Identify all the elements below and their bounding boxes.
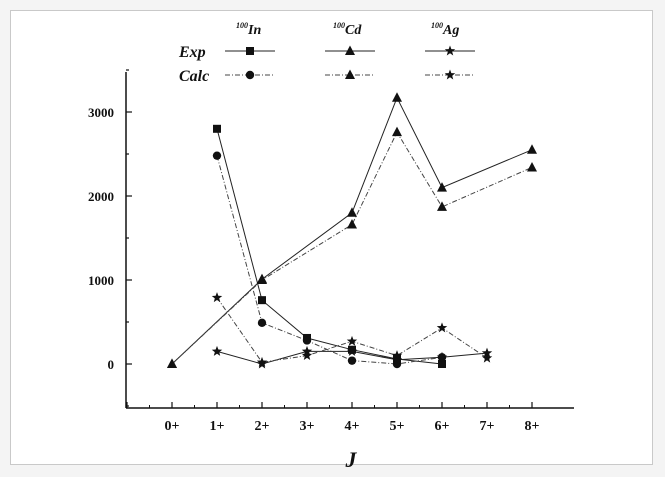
data-point	[347, 219, 357, 229]
data-point	[347, 356, 357, 365]
legend-marker	[345, 69, 355, 79]
data-point	[481, 347, 493, 358]
x-tick-label: 7+	[480, 419, 495, 434]
data-point	[481, 352, 493, 363]
y-ticks: 0 1000 2000 3000	[88, 69, 132, 407]
x-tick-label: 8+	[525, 419, 540, 434]
data-point	[347, 207, 357, 217]
data-point	[301, 350, 313, 361]
data-point	[436, 322, 448, 333]
data-point	[392, 126, 402, 137]
legend-column-header: 100In	[236, 21, 261, 38]
data-point	[436, 351, 448, 362]
x-tick-label: 4+	[345, 419, 360, 434]
x-tick-label: 1+	[210, 419, 225, 434]
x-tick-label: 6+	[435, 419, 450, 434]
series-markers	[167, 92, 537, 369]
y-tick-label: 2000	[88, 189, 114, 204]
series-lines	[171, 96, 533, 365]
axes	[125, 72, 574, 409]
data-point	[391, 354, 403, 365]
legend-marker	[444, 69, 456, 80]
data-point	[346, 345, 358, 356]
data-point	[527, 144, 537, 154]
legend: 100In 100Cd 100Ag Exp Calc	[178, 21, 475, 85]
data-point	[437, 201, 447, 211]
data-point	[302, 336, 312, 345]
x-axis-label: J	[345, 447, 358, 472]
data-point	[527, 161, 537, 172]
y-tick-label: 1000	[88, 273, 114, 288]
data-point	[256, 356, 268, 367]
x-tick-label: 2+	[255, 419, 270, 434]
series-line-1	[216, 155, 443, 365]
data-point	[391, 350, 403, 361]
data-point	[257, 318, 267, 328]
data-point	[437, 182, 447, 192]
data-point	[211, 292, 223, 303]
data-point	[346, 335, 358, 346]
y-tick-label: 0	[108, 357, 115, 372]
x-tick-label: 5+	[390, 419, 405, 434]
series-line-3	[171, 131, 533, 365]
legend-marker	[246, 47, 254, 55]
legend-marker	[444, 45, 456, 56]
data-point	[212, 151, 222, 160]
legend-column-header: 100Ag	[431, 21, 459, 38]
series-line-0	[216, 128, 443, 365]
data-point	[258, 296, 266, 305]
data-point	[257, 274, 267, 284]
data-point	[211, 345, 223, 356]
y-tick-label: 3000	[88, 105, 114, 120]
x-tick-label: 0+	[165, 419, 180, 434]
x-ticks: 0+ 1+ 2+ 3+ 4+ 5+ 6+ 7+ 8+	[126, 402, 540, 434]
legend-marker	[245, 70, 255, 80]
data-point	[392, 92, 402, 102]
legend-column-header: 100Cd	[333, 21, 362, 38]
legend-row-label: Exp	[178, 44, 206, 61]
legend-marker	[345, 45, 355, 55]
data-point	[438, 360, 446, 368]
x-tick-label: 3+	[300, 419, 315, 434]
legend-row-label: Calc	[179, 68, 209, 85]
data-point	[167, 358, 177, 368]
data-point	[213, 124, 221, 133]
series-line-2	[171, 96, 533, 365]
